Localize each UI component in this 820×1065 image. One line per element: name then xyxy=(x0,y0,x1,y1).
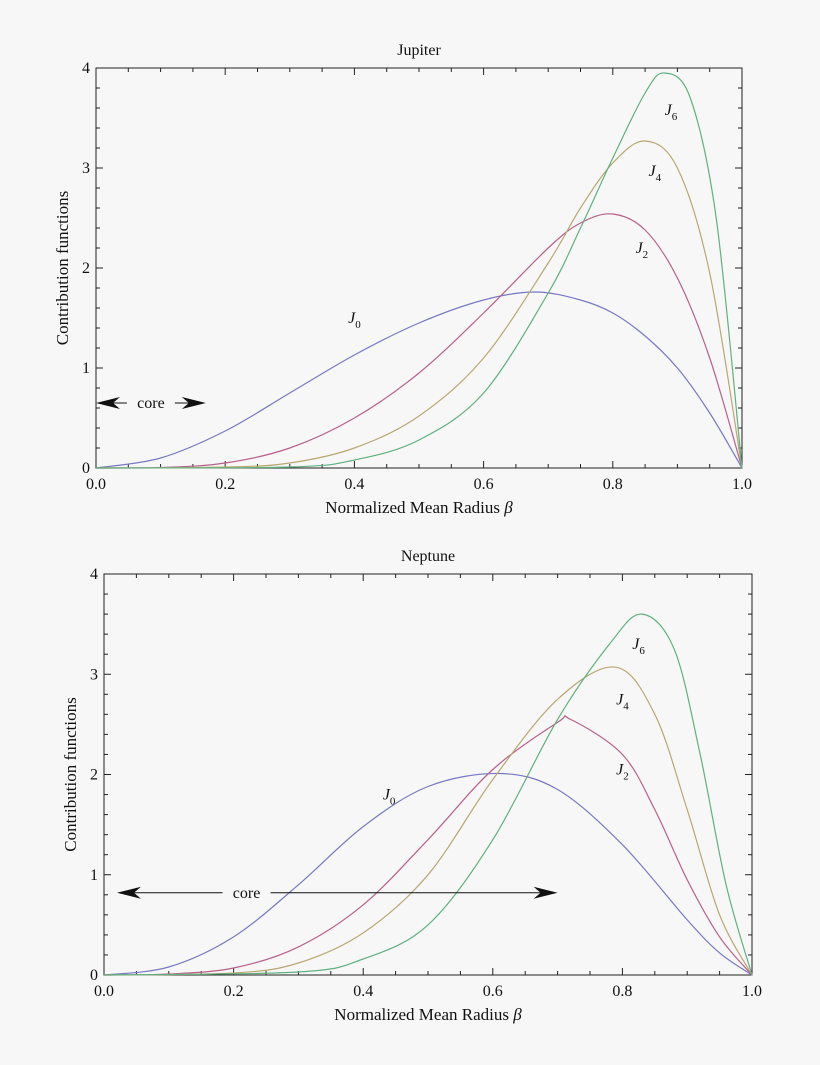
core-arrowhead-left xyxy=(96,397,120,409)
x-tick-label: 0.4 xyxy=(344,476,364,493)
series-line-j2 xyxy=(95,213,743,469)
chart-title: Neptune xyxy=(401,548,455,565)
y-tick-label: 2 xyxy=(90,767,98,784)
x-tick-label: 0.6 xyxy=(474,476,494,493)
y-tick-label: 1 xyxy=(90,867,98,884)
y-tick-label: 0 xyxy=(90,967,98,984)
y-axis-label: Contribution functions xyxy=(53,191,72,345)
series-label-j6: J6 xyxy=(665,102,678,123)
core-arrowhead-right xyxy=(181,397,206,409)
x-tick-label: 0.2 xyxy=(215,476,235,493)
x-tick-label: 0.0 xyxy=(94,983,114,1000)
core-arrowhead-right xyxy=(533,886,558,899)
x-axis-label: Normalized Mean Radius β xyxy=(334,1005,522,1024)
series-line-j6 xyxy=(103,613,753,976)
plot-frame xyxy=(95,67,743,469)
series-line-j6 xyxy=(95,72,743,469)
x-axis-label: Normalized Mean Radius β xyxy=(325,498,513,517)
x-tick-label: 0.6 xyxy=(483,983,503,1000)
x-tick-label: 1.0 xyxy=(742,983,762,1000)
chart-title: Jupiter xyxy=(397,42,441,59)
neptune-panel: Neptune 0.0 0.2 0.4 0.6 0.8 1.0 0 1 2 3 4 Normalized… xyxy=(61,548,762,1024)
series-label-j2: J2 xyxy=(636,240,649,261)
y-axis-label: Contribution functions xyxy=(61,697,80,851)
series-line-j2 xyxy=(103,715,753,976)
y-tick-label: 2 xyxy=(82,260,90,277)
x-tick-label: 0.8 xyxy=(603,476,623,493)
jupiter-panel: Jupiter 0.0 0.2 0.4 0.6 0.8 1.0 0 1 2 3 4 Normalized… xyxy=(53,42,752,517)
series-label-j6: J6 xyxy=(632,636,645,657)
core-label: core xyxy=(137,395,165,412)
series-line-j4 xyxy=(103,666,753,976)
x-tick-label: 0.8 xyxy=(612,983,632,1000)
y-tick-label: 4 xyxy=(90,566,98,583)
series-label-j4: J4 xyxy=(616,691,629,712)
core-label: core xyxy=(233,885,261,902)
series-line-j4 xyxy=(95,140,743,469)
core-arrowhead-left xyxy=(116,886,141,899)
x-tick-label: 1.0 xyxy=(732,476,752,493)
y-tick-label: 3 xyxy=(90,666,98,683)
y-tick-label: 1 xyxy=(82,360,90,377)
series-line-j0 xyxy=(103,772,753,976)
series-line-j0 xyxy=(95,291,743,469)
plot-frame xyxy=(103,573,753,976)
series-label-j0: J0 xyxy=(348,310,361,331)
series-label-j2: J2 xyxy=(616,762,629,783)
y-tick-label: 4 xyxy=(82,60,90,77)
y-tick-label: 0 xyxy=(82,460,90,477)
x-tick-label: 0.2 xyxy=(224,983,244,1000)
x-tick-label: 0.4 xyxy=(353,983,373,1000)
series-label-j0: J0 xyxy=(383,787,396,808)
x-tick-label: 0.0 xyxy=(86,476,106,493)
y-tick-label: 3 xyxy=(82,160,90,177)
series-label-j4: J4 xyxy=(648,163,661,184)
